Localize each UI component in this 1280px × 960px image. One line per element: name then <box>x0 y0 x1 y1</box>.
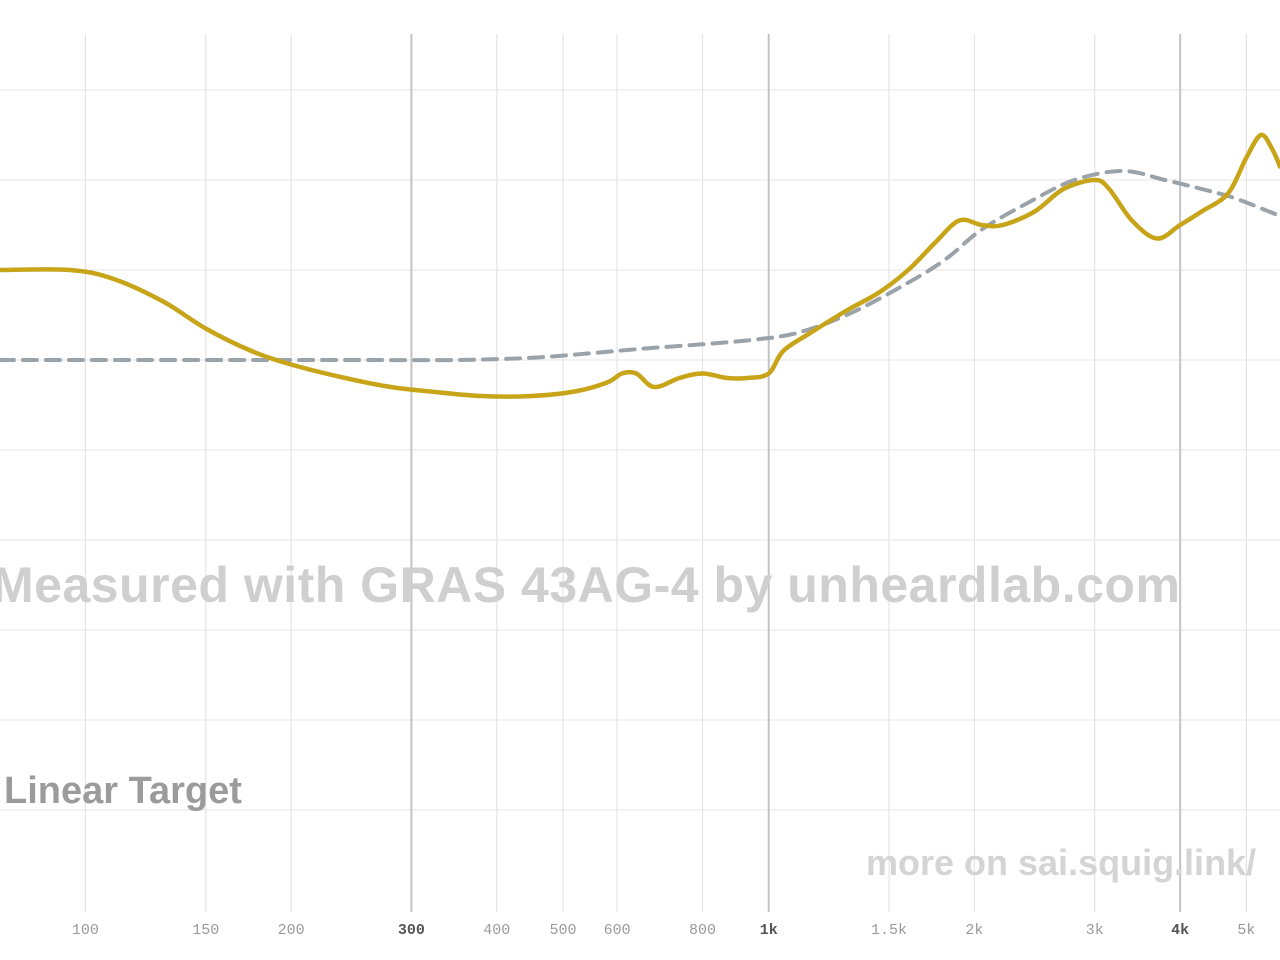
legend-linear-target: Linear Target <box>4 770 242 812</box>
x-tick-label: 1k <box>760 922 778 939</box>
x-tick-label: 300 <box>398 922 425 939</box>
series-line-target <box>0 169 1280 363</box>
x-tick-label: 500 <box>550 922 577 939</box>
x-tick-label: 5k <box>1237 922 1255 939</box>
x-tick-label: 400 <box>483 922 510 939</box>
x-tick-label: 3k <box>1086 922 1104 939</box>
series-group <box>0 132 1280 399</box>
grid <box>0 34 1280 912</box>
x-tick-label: 200 <box>278 922 305 939</box>
x-tick-label: 4k <box>1171 922 1189 939</box>
x-tick-label: 100 <box>72 922 99 939</box>
x-tick-label: 2k <box>965 922 983 939</box>
x-tick-label: 600 <box>604 922 631 939</box>
x-tick-label: 800 <box>689 922 716 939</box>
measurement-watermark: Measured with GRAS 43AG-4 by unheardlab.… <box>0 557 1181 613</box>
x-tick-label: 150 <box>192 922 219 939</box>
source-link-watermark: more on sai.squig.link/ <box>866 842 1257 883</box>
x-tick-label: 1.5k <box>871 922 907 939</box>
series-line-measured <box>0 132 1280 399</box>
x-axis-ticks: 100 150 200 300 400 500 600 800 1k 1.5k 2k 3k 4k 5k <box>72 922 1256 939</box>
